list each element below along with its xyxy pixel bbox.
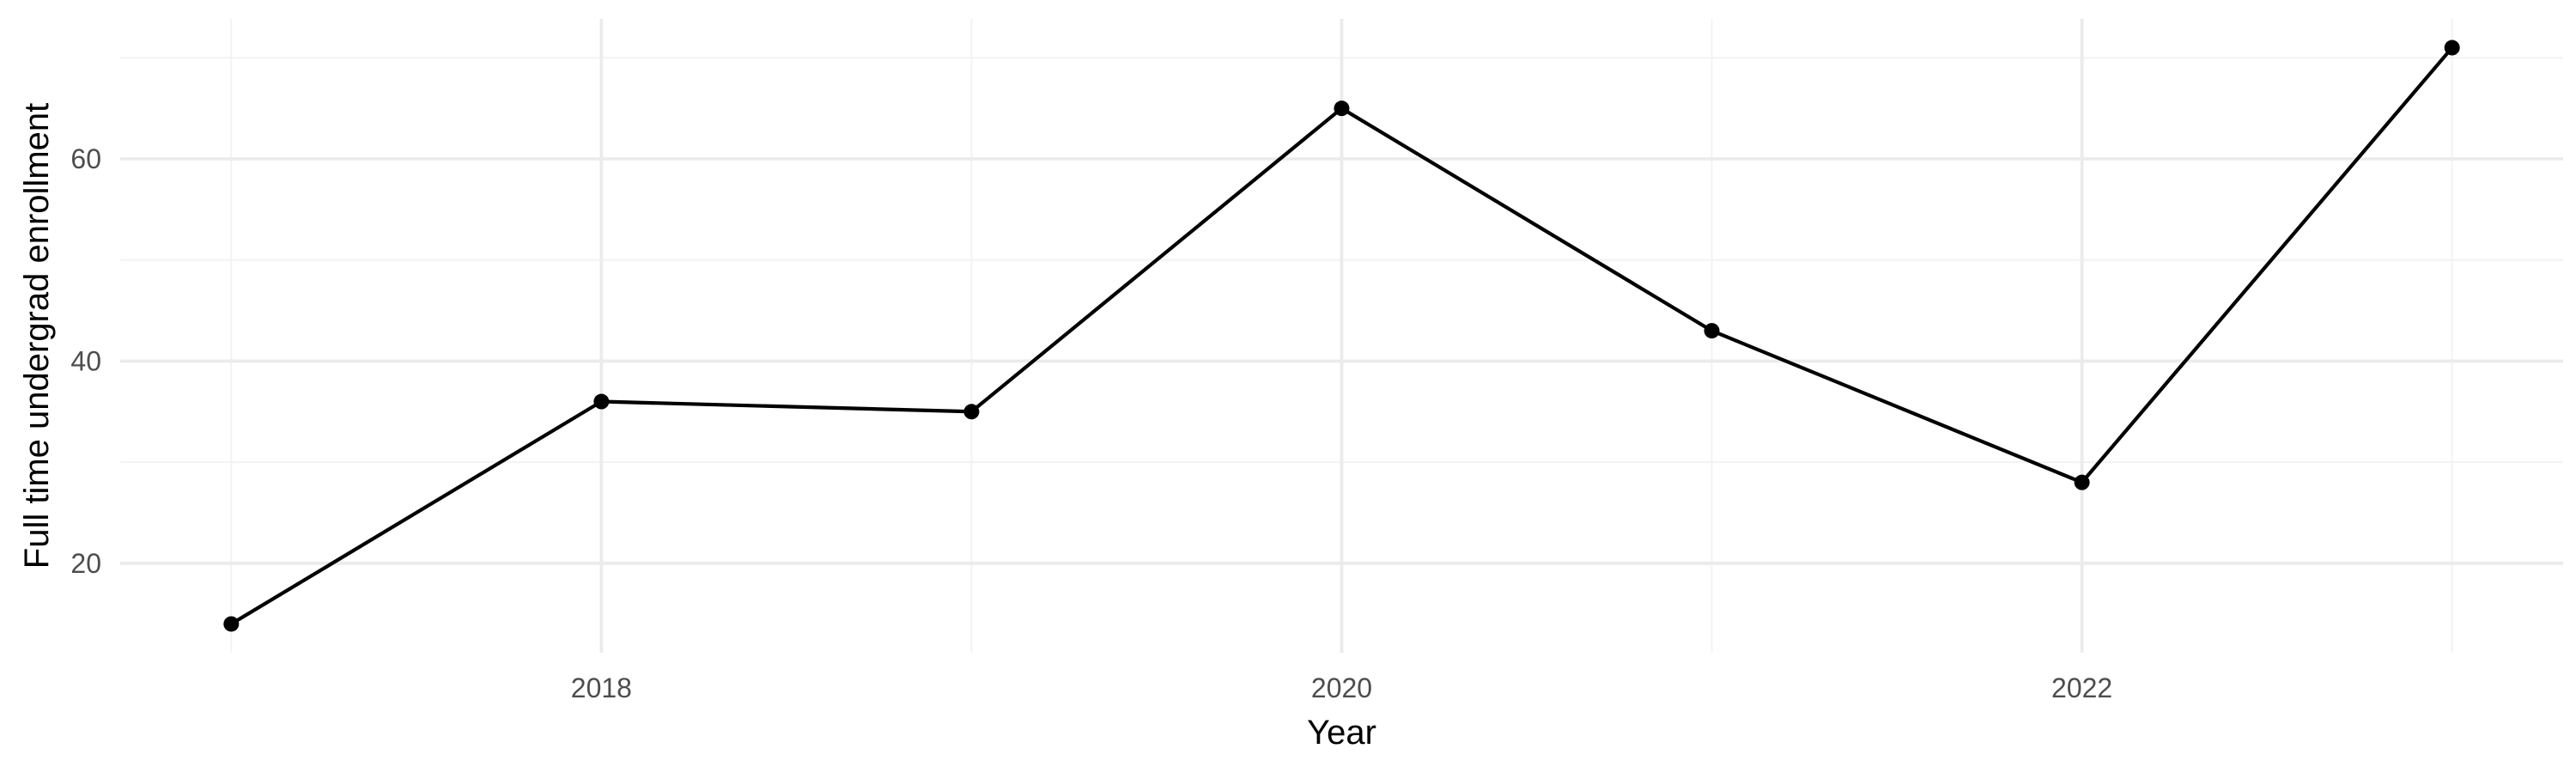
x-axis-title: Year — [1307, 714, 1376, 752]
data-point — [2444, 40, 2460, 56]
data-point — [1334, 100, 1350, 117]
y-tick-label: 40 — [70, 345, 101, 376]
x-tick-label: 2020 — [1311, 673, 1372, 703]
grid-lines — [120, 19, 2563, 653]
x-axis-tick-labels: 2018 2020 2022 — [571, 673, 2112, 703]
data-point — [1704, 323, 1720, 339]
y-tick-label: 60 — [70, 143, 101, 174]
y-tick-label: 20 — [70, 548, 101, 579]
data-point — [593, 393, 610, 410]
data-point — [223, 616, 240, 632]
x-tick-label: 2018 — [571, 673, 632, 703]
y-axis-title: Full time undergrad enrollment — [18, 103, 56, 569]
data-point — [2074, 474, 2090, 490]
x-tick-label: 2022 — [2051, 673, 2112, 703]
y-axis-tick-labels: 20 40 60 — [70, 143, 101, 579]
data-point — [963, 404, 980, 420]
data-points — [223, 40, 2460, 632]
